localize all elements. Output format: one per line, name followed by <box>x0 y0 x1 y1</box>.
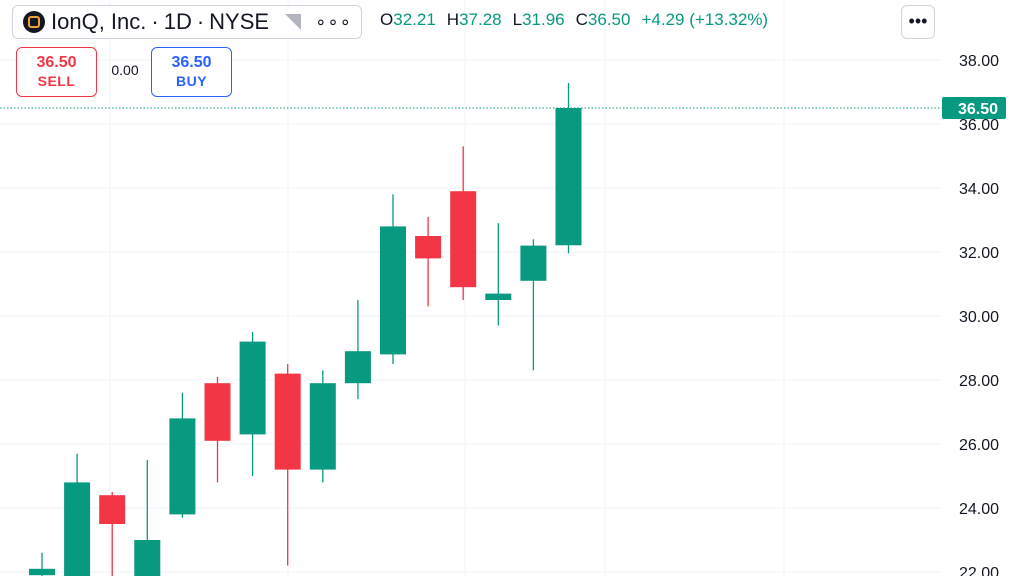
candles <box>29 83 582 576</box>
sell-button[interactable]: 36.50 SELL <box>16 47 97 97</box>
separator: · <box>196 9 205 34</box>
symbol-name: IonQ, Inc. <box>51 9 147 34</box>
y-axis-tick-label: 32.00 <box>959 245 999 262</box>
y-axis-tick-label: 26.00 <box>959 437 999 454</box>
high-label: H <box>446 10 460 29</box>
candle <box>415 216 442 307</box>
company-logo-icon <box>23 11 45 33</box>
spread-value: 0.00 <box>111 62 139 78</box>
candle <box>485 223 512 326</box>
collapse-icon[interactable] <box>283 14 303 30</box>
y-axis-tick-label: 38.00 <box>959 53 999 70</box>
candle-body <box>555 108 582 246</box>
chart-grid <box>0 0 940 576</box>
candle <box>520 239 547 371</box>
chart-menu-button[interactable]: ••• <box>901 5 935 39</box>
y-axis-tick-label: 30.00 <box>959 309 999 326</box>
candle <box>309 370 336 483</box>
change-value: +4.29 (+13.32%) <box>641 10 769 29</box>
price-axis: 38.00 36.00 34.00 32.00 30.00 28.00 26.00 24.00… <box>0 53 1006 576</box>
candle <box>29 552 55 576</box>
symbol-exchange: NYSE <box>209 9 270 34</box>
candle-body <box>485 293 512 300</box>
candle-body <box>239 341 266 435</box>
candle-body <box>134 540 161 576</box>
y-axis-tick-label: 28.00 <box>959 373 999 390</box>
candle-body <box>29 568 55 576</box>
last-price-label: 36.50 <box>958 101 998 118</box>
candle-body <box>450 191 477 288</box>
close-value: 36.50 <box>587 10 631 29</box>
symbol-header[interactable]: IonQ, Inc. · 1D · NYSE ∘∘∘ <box>12 5 362 39</box>
candle-body <box>344 351 371 384</box>
candle <box>239 332 266 476</box>
y-axis-tick-label: 36.00 <box>959 117 999 134</box>
high-value: 37.28 <box>459 10 502 29</box>
candle <box>99 492 126 576</box>
close-label: C <box>575 10 588 29</box>
more-options-icon[interactable]: ∘∘∘ <box>315 12 352 32</box>
low-value: 31.96 <box>522 10 565 29</box>
candle <box>204 376 231 483</box>
candle-body <box>169 418 196 515</box>
ohlc-legend: O 32.21 H 37.28 L 31.96 C 36.50 +4.29 (+… <box>380 10 768 30</box>
last-price-badge <box>942 97 1006 119</box>
candle-body <box>520 245 547 281</box>
y-axis-tick-label: 22.00 <box>959 565 999 576</box>
candle <box>134 460 161 576</box>
symbol-interval: 1D <box>163 9 192 34</box>
candle-body <box>309 383 336 470</box>
y-axis-tick-label: 34.00 <box>959 181 999 198</box>
candle <box>344 300 371 400</box>
buy-button[interactable]: 36.50 BUY <box>151 47 232 97</box>
buy-label: BUY <box>175 73 208 89</box>
candle <box>450 146 477 300</box>
candle-body <box>380 226 406 355</box>
candle-body <box>64 482 91 576</box>
sell-price: 36.50 <box>36 54 77 71</box>
candle-body <box>204 383 231 441</box>
low-label: L <box>512 10 523 29</box>
candle <box>169 392 196 518</box>
candle-body <box>415 236 442 259</box>
buy-price: 36.50 <box>171 54 212 71</box>
open-value: 32.21 <box>393 10 436 29</box>
sell-label: SELL <box>37 73 76 89</box>
open-label: O <box>380 10 394 29</box>
candle <box>555 83 582 254</box>
candle <box>380 194 406 364</box>
y-axis-tick-label: 24.00 <box>959 501 999 518</box>
candle-body <box>99 495 126 524</box>
candle-body <box>274 373 301 470</box>
candle <box>274 364 301 566</box>
candle <box>64 453 91 576</box>
separator: · <box>151 9 159 34</box>
